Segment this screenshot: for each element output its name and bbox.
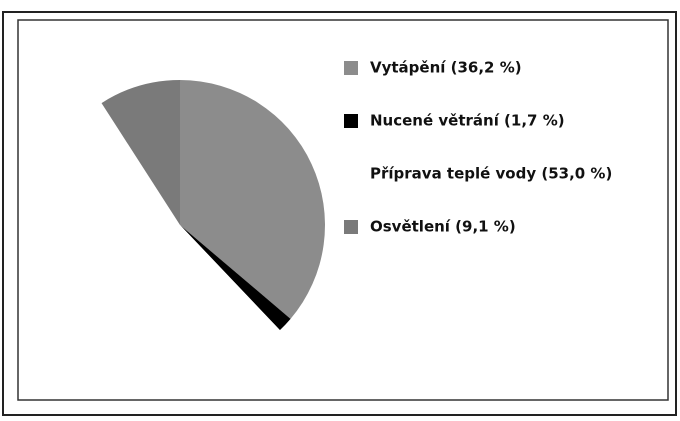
legend-swatch (344, 167, 358, 181)
legend-swatch (344, 61, 358, 75)
legend-label: Nucené větrání (1,7 %) (370, 112, 565, 130)
legend-label: Vytápění (36,2 %) (370, 59, 522, 77)
pie-slice (180, 80, 325, 319)
pie-slice (34, 103, 280, 371)
pie-slice (101, 80, 180, 225)
pie-slice (180, 225, 291, 331)
legend-swatch (344, 114, 358, 128)
legend-label: Příprava teplé vody (53,0 %) (370, 165, 612, 183)
legend-swatch (344, 220, 358, 234)
legend-label: Osvětlení (9,1 %) (370, 218, 516, 236)
